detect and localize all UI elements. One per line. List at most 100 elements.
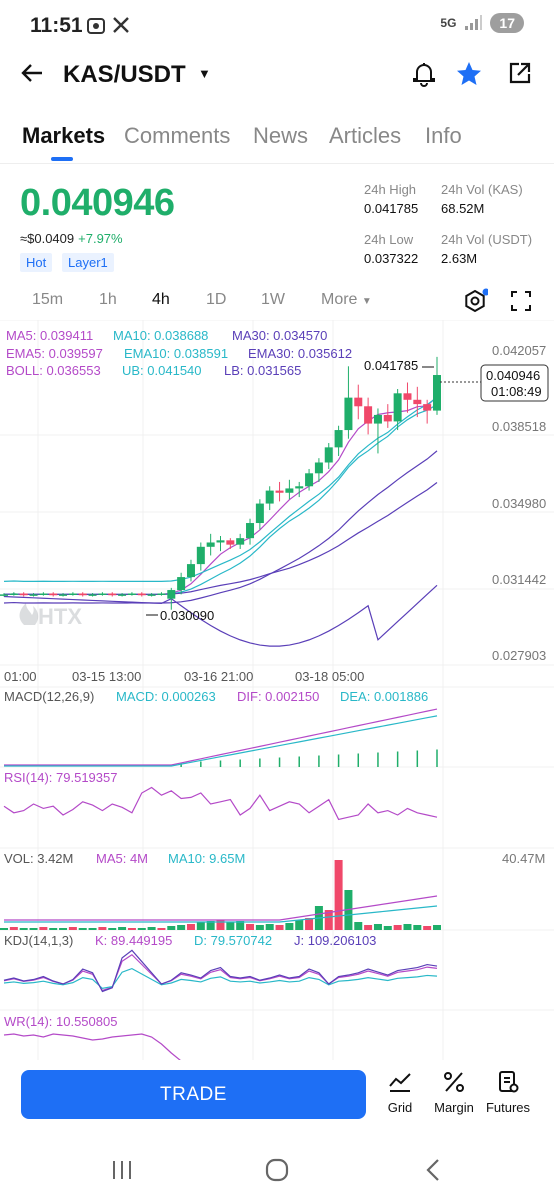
volume-bar — [305, 918, 314, 930]
candle-body — [157, 593, 166, 596]
tab-markets[interactable]: Markets — [22, 123, 106, 148]
share-icon[interactable] — [507, 60, 535, 88]
low-annotation: 0.030090 — [160, 608, 214, 623]
futures-button[interactable]: Futures — [484, 1070, 532, 1115]
tab-articles[interactable]: Articles — [329, 123, 402, 148]
status-bar: 11:51 5G 17 — [0, 0, 554, 54]
recent-apps-icon[interactable] — [111, 1159, 133, 1186]
kdj-j: J: 109.206103 — [294, 933, 376, 948]
tab-comments[interactable]: Comments — [124, 123, 231, 148]
volume-bar — [108, 928, 117, 930]
candle-body — [344, 397, 353, 431]
margin-label: Margin — [434, 1100, 474, 1115]
app-header: KAS/USDT ▼ — [0, 54, 554, 98]
volume-bar — [29, 928, 38, 930]
macd-dea: DEA: 0.001886 — [340, 689, 428, 704]
x-axis-label-0: 01:00 — [4, 669, 37, 684]
home-icon[interactable] — [265, 1158, 289, 1187]
macd-dea-line — [4, 715, 438, 767]
candles — [0, 356, 441, 610]
bell-icon[interactable] — [410, 60, 438, 88]
candle-body — [324, 447, 333, 463]
candle-body — [0, 594, 8, 596]
vol-ma5: MA5: 4M — [96, 851, 148, 866]
y-axis-label-3: 0.031442 — [492, 572, 546, 587]
period-1w[interactable]: 1W — [261, 291, 285, 308]
volume-bar — [19, 928, 28, 930]
chart-settings-icon[interactable] — [462, 288, 490, 319]
volume-bar — [373, 924, 382, 930]
futures-label: Futures — [485, 1100, 531, 1115]
htx-flame-icon — [19, 603, 39, 625]
tab-news[interactable]: News — [253, 123, 309, 148]
volume-bar — [423, 926, 432, 930]
volume-bar — [334, 860, 343, 930]
macd-dif: DIF: 0.002150 — [237, 689, 319, 704]
volume-bar — [236, 921, 245, 930]
candle-body — [196, 546, 205, 565]
period-1d[interactable]: 1D — [206, 291, 227, 308]
back-nav-icon[interactable] — [423, 1158, 443, 1187]
vol-usdt-label: 24h Vol (USDT) — [441, 232, 533, 247]
tag-layer1[interactable]: Layer1 — [62, 253, 114, 272]
kline-chart-svg[interactable]: MA5: 0.039411 MA10: 0.038688 MA30: 0.034… — [0, 319, 554, 1062]
kline-chart-area[interactable]: MA5: 0.039411 MA10: 0.038688 MA30: 0.034… — [0, 319, 554, 1062]
candle-body — [59, 594, 68, 596]
period-more[interactable]: More ▼ — [321, 291, 372, 309]
current-price-tag: 0.040946 — [486, 368, 540, 383]
margin-button[interactable]: Margin — [432, 1070, 476, 1115]
x-axis-label-2: 03-16 21:00 — [184, 669, 253, 684]
grid-button[interactable]: Grid — [383, 1070, 417, 1115]
candle-body — [295, 486, 304, 489]
ema30-label: EMA30: 0.035612 — [248, 346, 352, 361]
candle-body — [186, 564, 195, 578]
volume-bar — [78, 928, 87, 930]
ema30-line — [3, 450, 438, 604]
y-axis-label-0: 0.042057 — [492, 343, 546, 358]
period-15m[interactable]: 15m — [32, 291, 64, 308]
candle-body — [88, 594, 97, 596]
pair-dropdown-icon[interactable]: ▼ — [198, 66, 211, 81]
kdj-k: K: 89.449195 — [95, 933, 172, 948]
ub-label: UB: 0.041540 — [122, 363, 202, 378]
trade-button[interactable]: TRADE — [21, 1070, 366, 1119]
favorite-star-icon[interactable] — [455, 60, 483, 88]
candle-body — [285, 488, 294, 493]
volume-bar — [295, 920, 304, 930]
candle-body — [383, 414, 392, 422]
tab-info[interactable]: Info — [425, 123, 462, 148]
volume-bar — [137, 928, 146, 930]
period-4h[interactable]: 4h — [152, 291, 170, 308]
tag-hot[interactable]: Hot — [20, 253, 53, 272]
volume-bar — [393, 925, 402, 930]
volume-bar — [433, 925, 441, 930]
candle-body — [206, 542, 215, 547]
volume-bar — [255, 925, 264, 930]
fullscreen-icon[interactable] — [510, 290, 532, 317]
candle-body — [29, 594, 38, 596]
candle-body — [236, 538, 245, 545]
status-right: 5G 17 — [440, 13, 524, 33]
x-app-icon — [112, 16, 130, 39]
volume-bar — [383, 926, 392, 930]
battery-indicator: 17 — [490, 13, 524, 33]
volume-bar — [364, 925, 373, 930]
y-axis-label-4: 0.027903 — [492, 648, 546, 663]
volume-plot — [0, 860, 441, 930]
low-label: 24h Low — [364, 232, 414, 247]
ema5-label: EMA5: 0.039597 — [6, 346, 103, 361]
more-caret-icon: ▼ — [361, 296, 372, 307]
current-price-box — [480, 364, 549, 402]
active-tab-indicator — [51, 157, 73, 161]
kdj-j-line — [3, 949, 438, 993]
watermark-text: HTX — [38, 604, 82, 629]
period-1h[interactable]: 1h — [99, 291, 117, 308]
volume-bar — [177, 925, 186, 930]
vol-usdt-value: 2.63M — [441, 251, 478, 266]
candle-body — [334, 430, 343, 448]
back-arrow-icon[interactable] — [20, 60, 44, 92]
kdj-d-line — [3, 967, 438, 990]
approx-value: ≈$0.0409 — [20, 231, 75, 246]
pair-title[interactable]: KAS/USDT — [63, 61, 186, 88]
candle-body — [49, 593, 58, 596]
